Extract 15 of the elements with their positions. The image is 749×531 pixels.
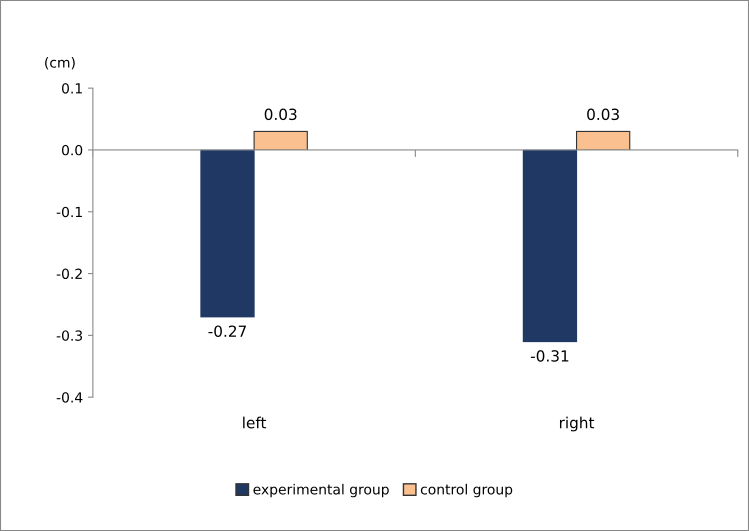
y-tick-label: -0.3 (56, 330, 82, 341)
y-tick-label: 0.1 (62, 83, 82, 94)
data-label: 0.03 (587, 108, 619, 120)
data-label: -0.27 (208, 325, 246, 337)
y-tick-label: -0.2 (56, 268, 82, 280)
y-tick-label: 0.0 (62, 144, 82, 156)
data-label: 0.03 (264, 108, 296, 120)
y-tick-label: -0.4 (56, 392, 82, 403)
legend-label: experimental group (253, 484, 389, 498)
y-axis-title: (cm) (45, 57, 75, 70)
legend-label: control group (420, 484, 512, 498)
x-tick-label: left (243, 416, 266, 428)
data-label: -0.31 (530, 350, 568, 362)
y-tick-label: -0.1 (56, 206, 82, 218)
x-tick-label: right (560, 416, 594, 432)
